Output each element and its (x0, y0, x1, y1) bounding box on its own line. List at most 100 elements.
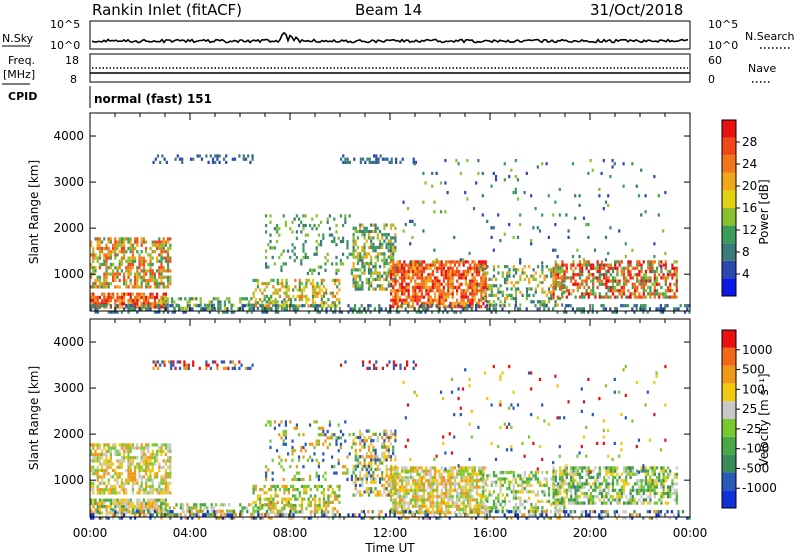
data-cell (109, 508, 112, 512)
data-cell (363, 265, 366, 269)
data-cell (389, 245, 393, 250)
data-cell (98, 275, 101, 279)
data-cell (374, 480, 377, 484)
data-cell (649, 289, 652, 293)
data-cell (138, 446, 141, 450)
data-cell (673, 282, 676, 286)
data-cell (94, 459, 97, 463)
data-cell (412, 475, 415, 480)
data-cell (462, 298, 465, 302)
data-cell (431, 485, 434, 489)
data-cell (392, 260, 395, 264)
data-cell (293, 477, 296, 482)
data-cell (409, 498, 412, 502)
data-cell (199, 300, 202, 304)
data-cell (581, 273, 584, 277)
data-cell (101, 302, 104, 306)
data-cell (123, 484, 126, 489)
data-cell (156, 246, 159, 251)
data-cell (651, 292, 654, 296)
data-cell (405, 301, 408, 306)
data-cell (346, 243, 349, 247)
data-cell (114, 278, 117, 283)
data-cell (508, 487, 511, 491)
data-cell (103, 475, 106, 479)
data-cell (354, 249, 357, 253)
data-cell (145, 269, 148, 273)
data-cell (342, 160, 345, 164)
data-cell (589, 279, 593, 283)
data-cell (448, 304, 451, 308)
data-cell (589, 498, 593, 502)
data-cell (114, 488, 117, 492)
data-cell (129, 237, 132, 241)
data-cell (160, 481, 163, 485)
data-cell (322, 291, 326, 295)
data-cell (129, 240, 132, 244)
data-cell (420, 292, 423, 296)
nsky-panel: N.Sky 10^5 10^0 10^5 10^0 N.Search (2, 18, 795, 52)
data-cell (342, 252, 345, 256)
data-cell (333, 278, 337, 282)
data-cell (103, 237, 106, 241)
data-cell (552, 469, 555, 473)
data-cell (367, 429, 371, 433)
data-cell (295, 471, 298, 475)
data-cell (464, 479, 467, 483)
data-cell (473, 507, 476, 512)
data-cell (438, 260, 441, 264)
data-cell (532, 268, 535, 272)
data-cell (190, 509, 193, 513)
data-cell (664, 191, 667, 195)
data-cell (156, 259, 159, 263)
data-cell (291, 243, 294, 247)
data-cell (616, 279, 619, 283)
data-cell (92, 443, 95, 447)
data-cell (517, 474, 520, 478)
data-cell (501, 271, 504, 275)
data-cell (565, 472, 568, 476)
data-cell (403, 485, 406, 489)
data-cell (414, 282, 417, 286)
data-cell (614, 285, 617, 290)
data-cell (109, 237, 112, 241)
data-cell (394, 301, 397, 306)
data-cell (387, 249, 390, 253)
data-cell (499, 503, 502, 507)
data-cell (138, 498, 141, 502)
data-cell (442, 298, 445, 302)
data-cell (285, 497, 288, 501)
data-cell (525, 480, 529, 484)
data-cell (565, 482, 568, 486)
data-cell (318, 288, 321, 292)
data-cell (482, 263, 485, 267)
data-cell (269, 439, 272, 443)
data-cell (427, 498, 430, 502)
data-cell (480, 485, 483, 489)
data-cell (467, 282, 470, 286)
data-cell (464, 191, 467, 195)
data-cell (635, 307, 638, 311)
data-cell (512, 284, 515, 288)
data-cell (658, 282, 661, 286)
data-cell (169, 282, 172, 286)
data-cell (261, 506, 264, 510)
data-cell (578, 466, 582, 470)
data-cell (481, 297, 485, 301)
data-cell (679, 304, 682, 308)
data-cell (571, 162, 575, 166)
data-cell (425, 289, 428, 293)
data-cell (649, 276, 652, 280)
data-cell (558, 297, 562, 301)
data-cell (412, 301, 415, 306)
data-cell (136, 491, 139, 495)
data-cell (145, 462, 148, 466)
data-cell (418, 269, 421, 274)
data-cell (96, 452, 99, 457)
data-cell (649, 269, 652, 274)
data-cell (352, 471, 355, 475)
data-cell (431, 263, 434, 267)
data-cell (278, 433, 281, 437)
data-cell (644, 295, 648, 299)
data-cell (385, 277, 388, 282)
